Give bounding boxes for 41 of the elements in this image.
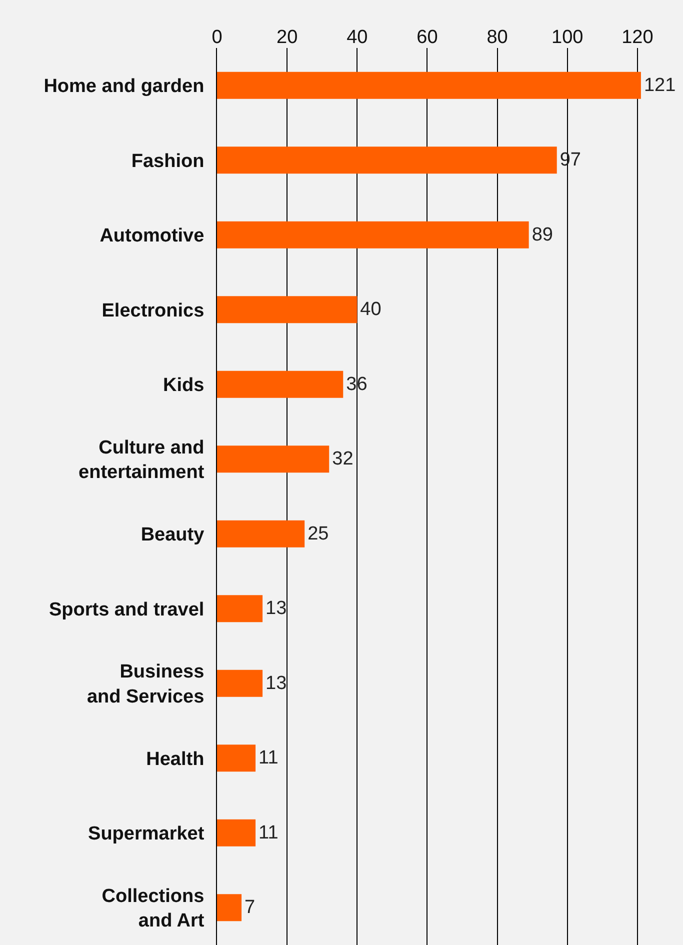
y-tick-label: Fashion — [131, 150, 204, 172]
x-tick-label: 40 — [346, 27, 368, 48]
x-tick-label: 60 — [416, 27, 438, 48]
bar — [217, 221, 529, 248]
x-tick-label: 80 — [486, 27, 508, 48]
bar — [217, 595, 263, 622]
y-tick-label: Beauty — [140, 524, 205, 546]
y-tick-label: Business and Services — [86, 662, 204, 708]
data-label: 121 — [644, 74, 676, 96]
bar — [217, 296, 358, 324]
bar — [217, 819, 256, 846]
bar — [217, 146, 557, 174]
data-label: 32 — [332, 448, 354, 470]
data-label: 40 — [360, 299, 382, 320]
bar — [217, 670, 263, 697]
bar — [217, 520, 305, 548]
y-tick-label: Home and garden — [44, 76, 204, 98]
bar — [217, 446, 330, 473]
y-tick-label: Supermarket — [88, 824, 205, 845]
y-tick-label: Collections and Art — [102, 886, 205, 932]
y-tick-label: Sports and travel — [48, 599, 204, 620]
bar — [217, 72, 641, 99]
data-label: 89 — [532, 224, 553, 246]
data-label: 25 — [308, 523, 329, 544]
y-tick-label: Electronics — [102, 300, 204, 322]
y-tick-label: Culture and entertainment — [78, 437, 205, 484]
x-tick-label: 120 — [622, 27, 654, 48]
bar — [217, 894, 242, 922]
bar — [217, 744, 256, 772]
data-label: 13 — [266, 598, 287, 620]
y-tick-label: Health — [146, 748, 204, 770]
x-tick-label: 100 — [552, 27, 584, 48]
data-label: 11 — [258, 822, 278, 844]
bar — [217, 370, 344, 398]
data-label: 13 — [266, 672, 287, 694]
x-tick-label: 20 — [276, 27, 298, 48]
data-label: 7 — [244, 897, 256, 918]
y-tick-label: Kids — [163, 375, 204, 396]
x-tick-label: 0 — [212, 27, 222, 48]
data-label: 11 — [258, 748, 278, 769]
y-tick-label: Automotive — [100, 226, 204, 247]
